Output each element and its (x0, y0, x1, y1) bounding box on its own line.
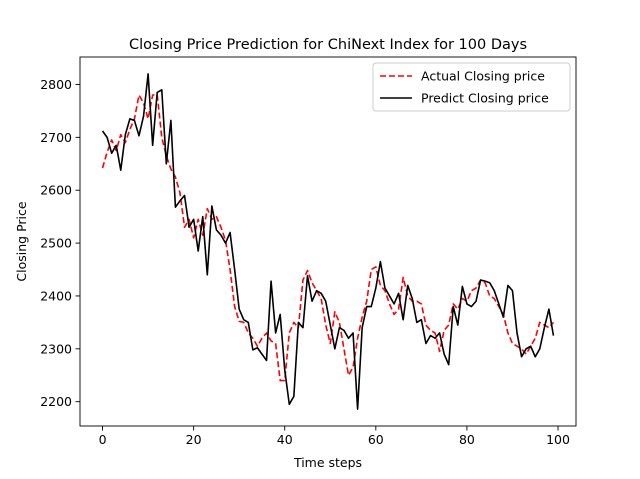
series-layer (101, 73, 555, 410)
x-tick-label: 80 (459, 432, 475, 447)
legend-label-actual: Actual Closing price (421, 69, 545, 84)
x-tick-label: 0 (99, 432, 107, 447)
legend: Actual Closing price Predict Closing pri… (372, 62, 571, 112)
x-tick-label: 100 (546, 432, 570, 447)
plot-area (80, 57, 576, 426)
y-axis-label: Closing Price (14, 201, 29, 281)
x-axis-ticks: 0 20 40 60 80 100 (99, 426, 570, 447)
y-tick-label: 2300 (40, 341, 72, 356)
x-tick-label: 60 (368, 432, 384, 447)
chart-title: Closing Price Prediction for ChiNext Ind… (129, 37, 527, 53)
y-tick-label: 2700 (40, 130, 72, 145)
y-tick-label: 2400 (40, 288, 72, 303)
series-line-predict (101, 73, 555, 410)
x-axis-label: Time steps (293, 455, 362, 470)
y-tick-label: 2800 (40, 77, 72, 92)
plot-frame (79, 56, 577, 427)
series-line-actual (101, 93, 555, 382)
x-tick-label: 40 (277, 432, 293, 447)
y-tick-label: 2600 (40, 183, 72, 198)
y-axis-ticks: 2200 2300 2400 2500 2600 2700 2800 (40, 77, 80, 409)
legend-label-predict: Predict Closing price (421, 91, 549, 106)
y-tick-label: 2500 (40, 236, 72, 251)
y-tick-label: 2200 (40, 394, 72, 409)
x-tick-label: 20 (186, 432, 202, 447)
legend-box (372, 62, 571, 112)
